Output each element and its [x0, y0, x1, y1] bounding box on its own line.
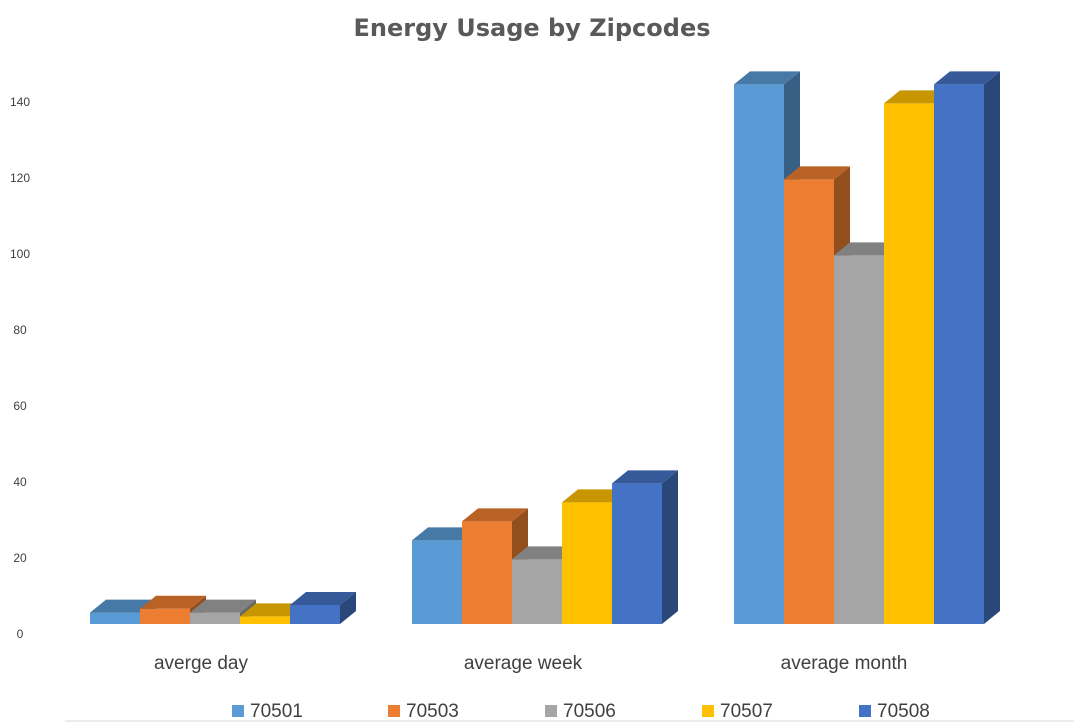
- bar-front: [462, 521, 512, 624]
- legend-item: 70501: [232, 701, 303, 722]
- bar-front: [190, 612, 240, 624]
- x-axis: averge day average week average month: [154, 653, 907, 674]
- bar-front: [290, 605, 340, 624]
- legend-label: 70508: [877, 701, 930, 722]
- y-tick-label: 100: [10, 247, 30, 261]
- bar: [612, 470, 678, 624]
- legend-item: 70508: [859, 701, 930, 722]
- bar-top: [734, 71, 800, 85]
- legend-item: 70507: [702, 701, 773, 722]
- bar: [290, 592, 356, 624]
- chart-title: Energy Usage by Zipcodes: [354, 14, 711, 42]
- bar-front: [734, 84, 784, 624]
- plot-area: [90, 71, 1000, 624]
- bar: [934, 71, 1000, 624]
- y-tick-label: 20: [13, 551, 27, 565]
- bar-top: [412, 527, 478, 541]
- bar-front: [512, 559, 562, 624]
- y-tick-label: 140: [10, 95, 30, 109]
- legend-swatch: [388, 705, 400, 717]
- legend-label: 70503: [406, 701, 459, 722]
- legend-swatch: [545, 705, 557, 717]
- bar-front: [612, 483, 662, 624]
- bar-top: [834, 242, 900, 256]
- legend-label: 70507: [720, 701, 773, 722]
- y-axis: 0 20 40 60 80 100 120 140: [10, 95, 30, 641]
- bar-front: [562, 502, 612, 624]
- bar-top: [512, 546, 578, 560]
- bar-top: [934, 71, 1000, 85]
- bar-front: [412, 540, 462, 624]
- bar-front: [934, 84, 984, 624]
- bar-side: [662, 470, 678, 624]
- bar-group: [734, 71, 1000, 624]
- bar-top: [562, 489, 628, 503]
- bar: [462, 508, 528, 624]
- x-category-label: average month: [781, 653, 908, 674]
- bar-front: [240, 616, 290, 624]
- bar-front: [834, 255, 884, 624]
- legend-swatch: [232, 705, 244, 717]
- bar-top: [240, 603, 306, 617]
- bar-top: [612, 470, 678, 484]
- bar-front: [784, 179, 834, 624]
- y-tick-label: 0: [17, 627, 24, 641]
- bar-group: [90, 592, 356, 624]
- y-tick-label: 40: [13, 475, 27, 489]
- legend-label: 70506: [563, 701, 616, 722]
- y-tick-label: 60: [13, 399, 27, 413]
- bar-top: [90, 599, 156, 613]
- bar-top: [140, 595, 206, 609]
- bar-top: [190, 599, 256, 613]
- bar-top: [884, 90, 950, 104]
- legend-swatch: [702, 705, 714, 717]
- y-tick-label: 120: [10, 171, 30, 185]
- bar-top: [784, 166, 850, 180]
- y-tick-label: 80: [13, 323, 27, 337]
- legend: 70501 70503 70506 70507 70508: [232, 701, 930, 722]
- bar-front: [140, 608, 190, 624]
- x-category-label: average week: [464, 653, 583, 674]
- bar-top: [290, 592, 356, 605]
- legend-item: 70506: [545, 701, 616, 722]
- bar-side: [340, 592, 356, 624]
- bar-front: [90, 612, 140, 624]
- bar-front: [884, 103, 934, 624]
- bar-side: [984, 71, 1000, 624]
- bar-group: [412, 470, 678, 624]
- legend-label: 70501: [250, 701, 303, 722]
- x-category-label: averge day: [154, 653, 249, 674]
- bar-top: [462, 508, 528, 522]
- legend-item: 70503: [388, 701, 459, 722]
- legend-swatch: [859, 705, 871, 717]
